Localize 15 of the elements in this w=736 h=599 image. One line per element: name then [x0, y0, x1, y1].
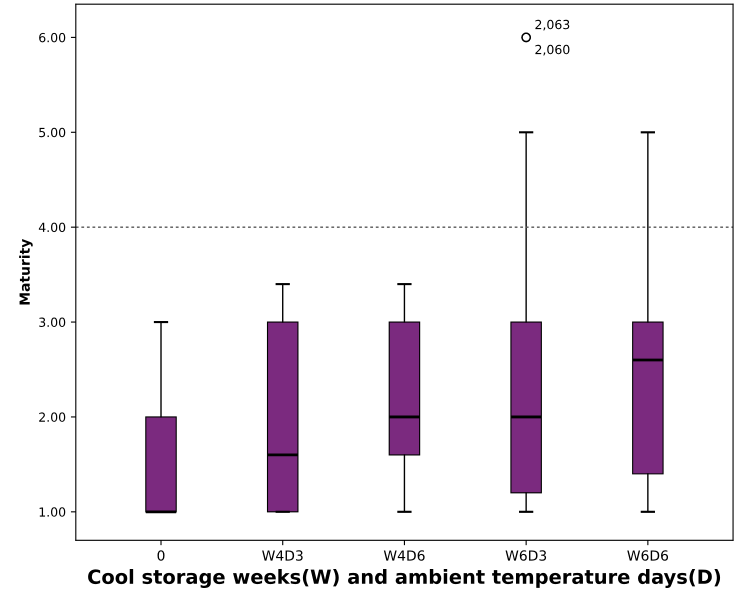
- x-tick-label: W6D3: [506, 550, 546, 561]
- annotation: 2,060: [535, 44, 570, 56]
- x-tick-label: W6D6: [627, 550, 668, 561]
- y-tick-label: 6.00: [39, 32, 66, 42]
- y-tick-label: 4.00: [38, 222, 66, 232]
- annotation: 2,063: [535, 20, 570, 31]
- x-axis-title: Cool storage weeks(W) and ambient temperature days(D): [88, 569, 720, 588]
- x-tick-label: 0: [158, 550, 165, 561]
- y-tick-label: 1.00: [40, 507, 66, 517]
- y-axis-title: Maturity: [19, 238, 33, 304]
- y-tick-label: 3.00: [39, 318, 66, 327]
- x-tick-label: W4D3: [262, 550, 303, 561]
- y-tick-label: 5.00: [39, 128, 66, 138]
- x-tick-label: W4D6: [384, 550, 425, 561]
- y-tick-label: 2.00: [39, 412, 66, 422]
